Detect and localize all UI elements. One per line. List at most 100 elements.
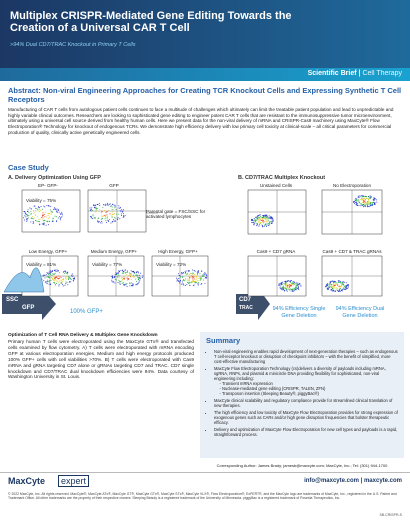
flow-dot bbox=[259, 220, 261, 222]
flow-dot bbox=[258, 214, 260, 216]
flow-dot bbox=[188, 273, 190, 275]
flow-dot bbox=[298, 283, 300, 285]
flow-dot bbox=[196, 277, 198, 279]
flow-dot bbox=[296, 282, 298, 284]
flow-dot bbox=[136, 274, 138, 276]
flow-dot bbox=[261, 225, 263, 227]
flow-dot bbox=[288, 286, 290, 288]
flow-dot bbox=[60, 214, 62, 216]
flow-dot bbox=[38, 218, 40, 220]
flow-dot bbox=[296, 287, 298, 289]
flow-dot bbox=[126, 282, 128, 284]
plot-note: Viability = 75% bbox=[26, 198, 57, 203]
flow-dot bbox=[332, 283, 334, 285]
flow-dot bbox=[271, 219, 273, 221]
flow-dot bbox=[364, 204, 366, 206]
flow-dot bbox=[279, 285, 281, 287]
plot-note: Viability = 81% bbox=[26, 262, 57, 267]
flow-dot bbox=[263, 221, 265, 223]
flow-dot bbox=[41, 208, 43, 210]
flow-dot bbox=[333, 286, 335, 288]
flow-dot bbox=[332, 280, 334, 282]
flow-dot bbox=[343, 281, 345, 283]
flow-dot bbox=[63, 271, 65, 273]
flow-dot bbox=[52, 219, 54, 221]
flow-dot bbox=[278, 284, 280, 286]
flow-dot bbox=[338, 280, 340, 282]
flow-dot bbox=[294, 283, 296, 285]
flow-dot bbox=[354, 200, 356, 202]
flow-dot bbox=[116, 273, 118, 275]
flow-dot bbox=[357, 202, 359, 204]
flow-dot bbox=[257, 221, 259, 223]
flow-dot bbox=[53, 275, 55, 277]
flow-dot bbox=[191, 277, 193, 279]
flow-dot bbox=[117, 276, 119, 278]
figure bbox=[2, 189, 383, 320]
flow-dot bbox=[337, 290, 339, 292]
flow-dot bbox=[59, 213, 61, 215]
flow-dot bbox=[123, 278, 125, 280]
flow-dot bbox=[336, 282, 338, 284]
flow-dot bbox=[108, 209, 110, 211]
summary-subitem: Transient mRNA expression bbox=[222, 381, 398, 386]
flow-dot bbox=[121, 278, 123, 280]
flow-dot bbox=[327, 283, 329, 285]
flow-dot bbox=[102, 206, 104, 208]
flow-dot bbox=[326, 284, 328, 286]
flow-dot bbox=[347, 285, 349, 287]
flow-dot bbox=[111, 211, 113, 213]
flow-dot bbox=[293, 282, 295, 284]
flow-dot bbox=[356, 198, 358, 200]
flow-dot bbox=[53, 278, 55, 280]
flow-dot bbox=[72, 275, 74, 277]
flow-dot bbox=[38, 221, 40, 223]
flow-dot bbox=[130, 284, 132, 286]
flow-dot bbox=[36, 220, 38, 222]
flow-dot bbox=[360, 203, 362, 205]
flow-dot bbox=[262, 217, 264, 219]
flow-dot bbox=[181, 281, 183, 283]
flow-dot bbox=[374, 202, 376, 204]
flow-dot bbox=[346, 284, 348, 286]
flow-dot bbox=[129, 273, 131, 275]
flow-dot bbox=[34, 219, 36, 221]
flow-dot bbox=[50, 283, 52, 285]
flow-dot bbox=[283, 286, 285, 288]
flow-dot bbox=[59, 219, 61, 221]
flow-dot bbox=[135, 278, 137, 280]
flow-dot bbox=[32, 216, 34, 218]
flow-dot bbox=[37, 216, 39, 218]
flow-dot bbox=[181, 283, 183, 285]
flow-dot bbox=[175, 277, 177, 279]
flow-dot bbox=[369, 206, 371, 208]
flow-dot bbox=[278, 283, 280, 285]
flow-dot bbox=[195, 282, 197, 284]
flow-dot bbox=[285, 283, 287, 285]
doc-code: SB-CRISPR-S bbox=[379, 513, 402, 517]
flow-dot bbox=[260, 221, 262, 223]
logo: MaxCyte bbox=[8, 476, 46, 486]
flow-dot bbox=[92, 215, 94, 217]
flow-dot bbox=[111, 277, 113, 279]
flow-dot bbox=[251, 221, 253, 223]
flow-dot bbox=[194, 282, 196, 284]
flow-dot bbox=[98, 203, 100, 205]
flow-dot bbox=[122, 213, 124, 215]
flow-dot bbox=[121, 275, 123, 277]
flow-dot bbox=[362, 202, 364, 204]
flow-dot bbox=[111, 220, 113, 222]
flow-dot bbox=[289, 281, 291, 283]
flow-dot bbox=[367, 200, 369, 202]
flow-dot bbox=[361, 204, 363, 206]
flow-dot bbox=[130, 278, 132, 280]
flow-dot bbox=[43, 222, 45, 224]
flow-dot bbox=[329, 282, 331, 284]
flow-dot bbox=[198, 278, 200, 280]
flow-dot bbox=[122, 269, 124, 271]
flow-dot bbox=[281, 286, 283, 288]
flow-dot bbox=[123, 209, 125, 211]
flow-dot bbox=[138, 272, 140, 274]
flow-dot bbox=[117, 274, 119, 276]
flow-dot bbox=[197, 283, 199, 285]
